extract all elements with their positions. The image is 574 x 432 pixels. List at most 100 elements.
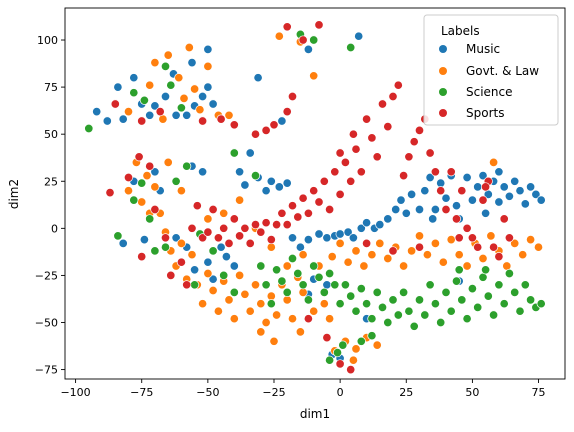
point-sports-9 — [282, 107, 292, 117]
points-layer — [84, 20, 546, 375]
point-sports-47 — [319, 176, 329, 186]
point-govt-law-66 — [375, 238, 385, 248]
point-sports-84 — [504, 233, 514, 243]
point-science-23 — [266, 299, 276, 309]
point-govt-law-82 — [502, 261, 512, 271]
point-music-10 — [182, 110, 192, 120]
point-science-42 — [367, 314, 377, 324]
y-tick-label: −75 — [35, 364, 58, 377]
legend-label-sports: Sports — [466, 106, 504, 120]
point-govt-law-48 — [298, 287, 308, 297]
point-govt-law-93 — [348, 355, 358, 365]
legend-box — [423, 14, 559, 126]
point-sports-63 — [393, 80, 403, 90]
point-sports-2 — [155, 107, 165, 117]
point-music-63 — [414, 204, 425, 215]
y-tick-label: 0 — [51, 222, 58, 235]
point-govt-law-2 — [150, 58, 160, 68]
point-science-65 — [489, 310, 499, 320]
point-govt-law-45 — [282, 295, 292, 305]
point-sports-15 — [123, 172, 134, 183]
point-science-21 — [256, 261, 266, 271]
point-sports-49 — [330, 167, 340, 177]
point-science-20 — [250, 171, 261, 181]
point-govt-law-89 — [351, 344, 361, 354]
point-sports-66 — [409, 137, 419, 147]
point-science-34 — [325, 268, 335, 279]
point-music-66 — [430, 204, 440, 215]
point-govt-law-40 — [256, 299, 266, 309]
point-science-3 — [160, 61, 171, 71]
point-music-54 — [356, 223, 366, 233]
legend-marker-govt-law — [439, 67, 447, 75]
point-music-15 — [187, 58, 197, 68]
point-music-20 — [277, 116, 287, 126]
point-sports-24 — [198, 233, 208, 243]
legend-marker-music — [439, 45, 447, 53]
point-science-67 — [499, 299, 509, 309]
point-sports-90 — [335, 359, 345, 369]
point-science-48 — [399, 287, 409, 297]
point-govt-law-75 — [446, 235, 456, 245]
point-govt-law-53 — [219, 208, 229, 218]
point-music-1 — [102, 116, 112, 126]
point-sports-83 — [499, 214, 509, 224]
point-science-77 — [338, 340, 348, 350]
point-science-12 — [160, 242, 171, 252]
point-govt-law-51 — [325, 314, 335, 324]
point-govt-law-27 — [187, 250, 197, 260]
point-govt-law-74 — [438, 257, 448, 267]
point-govt-law-64 — [359, 261, 369, 271]
point-music-68 — [441, 193, 451, 203]
point-music-86 — [536, 195, 546, 205]
point-sports-25 — [203, 227, 213, 237]
point-science-43 — [372, 287, 382, 297]
point-govt-law-37 — [240, 289, 250, 299]
point-sports-5 — [229, 120, 239, 130]
point-sports-69 — [425, 148, 435, 158]
point-govt-law-49 — [309, 306, 319, 316]
point-music-44 — [282, 178, 292, 188]
point-science-24 — [272, 265, 282, 275]
point-music-64 — [420, 186, 430, 196]
point-govt-law-77 — [462, 261, 472, 271]
point-science-57 — [446, 306, 456, 316]
point-music-37 — [235, 167, 245, 177]
y-axis: −75 −50 −25 0 25 50 75 100 — [35, 34, 65, 377]
point-sports-20 — [166, 270, 176, 280]
point-sports-55 — [351, 144, 361, 154]
point-govt-law-50 — [319, 299, 329, 309]
point-sports-50 — [335, 189, 345, 199]
point-govt-law-4 — [163, 50, 173, 60]
point-music-42 — [266, 176, 276, 186]
point-sports-30 — [229, 214, 239, 224]
point-govt-law-46 — [287, 314, 298, 324]
point-music-31 — [198, 167, 208, 177]
point-science-30 — [303, 295, 313, 305]
x-tick-label: 50 — [465, 386, 479, 399]
point-science-81 — [367, 331, 377, 341]
y-tick-label: 25 — [44, 175, 58, 188]
point-music-62 — [407, 189, 417, 199]
legend: Labels Music Govt. & Law Science Sports — [423, 14, 559, 126]
point-sports-35 — [256, 227, 266, 237]
point-sports-23 — [192, 201, 202, 211]
point-govt-law-12 — [224, 110, 234, 120]
point-science-39 — [351, 306, 361, 316]
point-science-37 — [340, 280, 350, 290]
point-govt-law-79 — [478, 253, 488, 264]
point-science-11 — [145, 214, 155, 224]
point-govt-law-63 — [351, 246, 361, 256]
point-science-2 — [139, 95, 149, 105]
point-music-16 — [203, 44, 213, 54]
point-sports-71 — [436, 186, 446, 196]
point-science-27 — [287, 253, 298, 264]
point-sports-36 — [261, 218, 271, 228]
x-tick-label: −50 — [196, 386, 219, 399]
point-sports-82 — [494, 252, 504, 262]
point-science-76 — [454, 265, 464, 275]
point-science-46 — [388, 295, 398, 305]
legend-label-music: Music — [466, 42, 500, 56]
point-sports-37 — [266, 235, 276, 245]
point-govt-law-20 — [150, 182, 160, 192]
